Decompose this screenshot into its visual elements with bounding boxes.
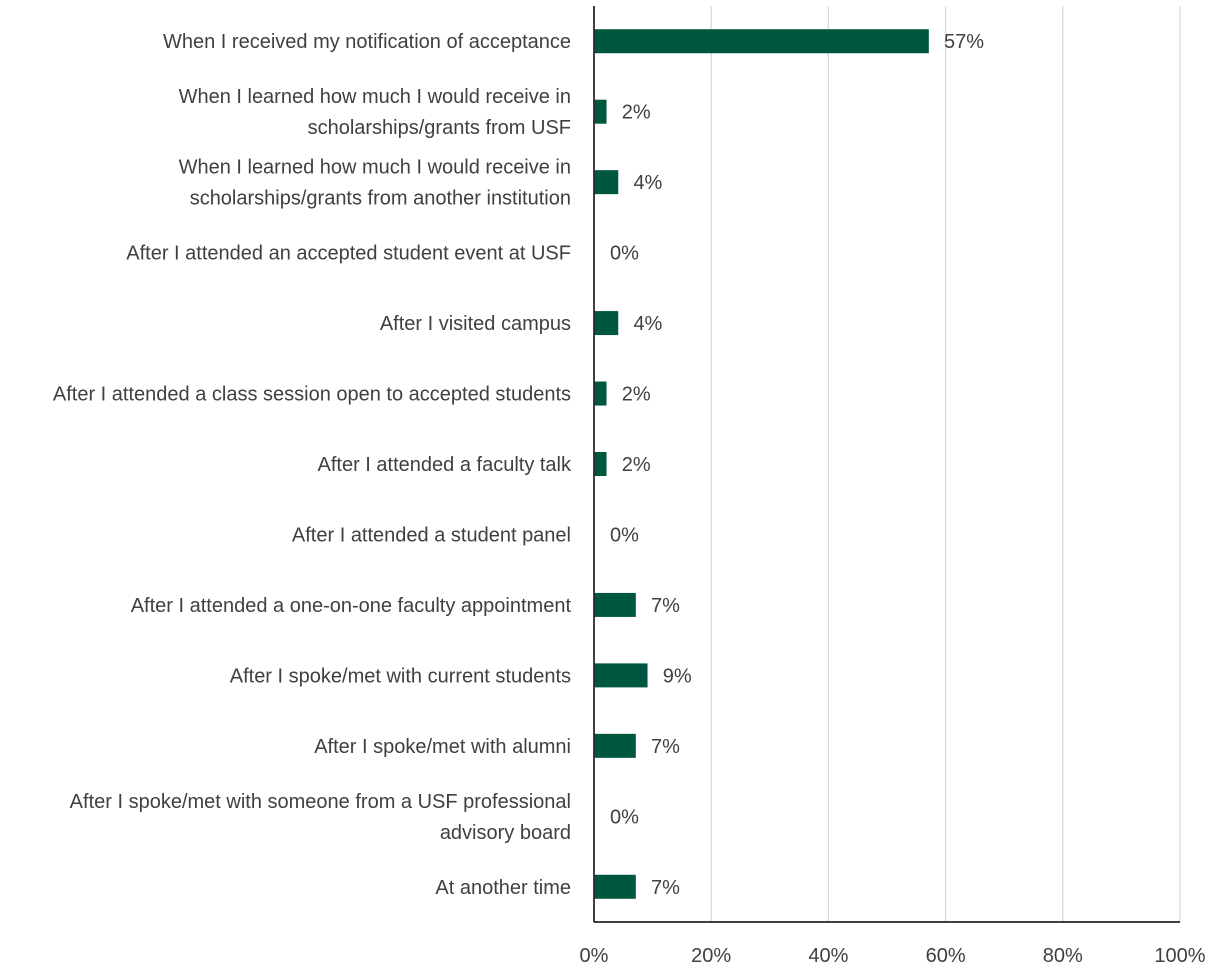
category-label-line: After I attended an accepted student eve…	[126, 243, 571, 265]
value-label: 2%	[622, 454, 651, 476]
category-label-line: After I visited campus	[380, 313, 571, 335]
category-label-line: After I spoke/met with someone from a US…	[70, 791, 571, 813]
category-label: When I learned how much I would receive …	[179, 157, 571, 210]
value-label: 4%	[633, 172, 662, 194]
category-label-line: After I attended a one-on-one faculty ap…	[131, 595, 572, 617]
value-label: 2%	[622, 384, 651, 406]
bars	[594, 29, 929, 899]
category-label-line: At another time	[435, 877, 571, 899]
value-label: 0%	[610, 524, 639, 546]
bar	[594, 733, 636, 758]
category-label-line: When I learned how much I would receive …	[179, 86, 571, 108]
category-label-line: After I spoke/met with alumni	[314, 736, 571, 758]
bar	[594, 874, 636, 899]
x-tick-label: 20%	[691, 945, 731, 967]
x-tick-label: 60%	[926, 945, 966, 967]
value-label: 7%	[651, 877, 680, 899]
category-label-line: scholarships/grants from USF	[308, 117, 571, 139]
x-tick-label: 80%	[1043, 945, 1083, 967]
axes	[593, 6, 1180, 923]
bar	[594, 381, 607, 406]
value-label: 9%	[663, 665, 692, 687]
category-label-line: scholarships/grants from another institu…	[190, 188, 571, 210]
category-label-line: After I attended a student panel	[292, 524, 571, 546]
category-label-line: advisory board	[440, 822, 571, 844]
bar	[594, 663, 648, 688]
bar	[594, 99, 607, 124]
category-label: When I learned how much I would receive …	[179, 86, 571, 139]
value-label: 7%	[651, 595, 680, 617]
category-label: After I attended a faculty talk	[318, 454, 572, 476]
category-labels: When I received my notification of accep…	[53, 31, 572, 899]
x-tick-label: 0%	[580, 945, 609, 967]
category-label-line: When I received my notification of accep…	[163, 31, 571, 53]
category-label-line: After I attended a class session open to…	[53, 384, 571, 406]
category-label: After I attended a one-on-one faculty ap…	[131, 595, 572, 617]
value-label: 0%	[610, 243, 639, 265]
value-label: 2%	[622, 102, 651, 124]
x-tick-label: 100%	[1154, 945, 1205, 967]
bar	[594, 452, 607, 476]
category-label: After I attended a student panel	[292, 524, 571, 546]
value-label: 0%	[610, 806, 639, 828]
category-label: After I spoke/met with current students	[230, 665, 571, 687]
bar	[594, 311, 619, 336]
gridlines	[710, 6, 1181, 922]
category-label: After I attended an accepted student eve…	[126, 243, 571, 265]
value-labels: 57% 2% 4% 0% 4% 2% 2% 0% 7% 9% 7% 0% 7%	[610, 31, 984, 899]
bar	[594, 29, 929, 54]
category-label-line: When I learned how much I would receive …	[179, 157, 571, 179]
x-tick-labels: 0% 20% 40% 60% 80% 100%	[580, 945, 1206, 967]
category-label: After I spoke/met with someone from a US…	[70, 791, 571, 844]
category-label: After I visited campus	[380, 313, 571, 335]
bar	[594, 170, 619, 195]
category-label: At another time	[435, 877, 571, 899]
x-tick-label: 40%	[808, 945, 848, 967]
value-label: 57%	[944, 31, 984, 53]
value-label: 4%	[633, 313, 662, 335]
category-label-line: After I spoke/met with current students	[230, 665, 571, 687]
category-label-line: After I attended a faculty talk	[318, 454, 572, 476]
category-label: When I received my notification of accep…	[163, 31, 571, 53]
bar	[594, 592, 636, 617]
category-label: After I attended a class session open to…	[53, 384, 571, 406]
value-label: 7%	[651, 736, 680, 758]
category-label: After I spoke/met with alumni	[314, 736, 571, 758]
